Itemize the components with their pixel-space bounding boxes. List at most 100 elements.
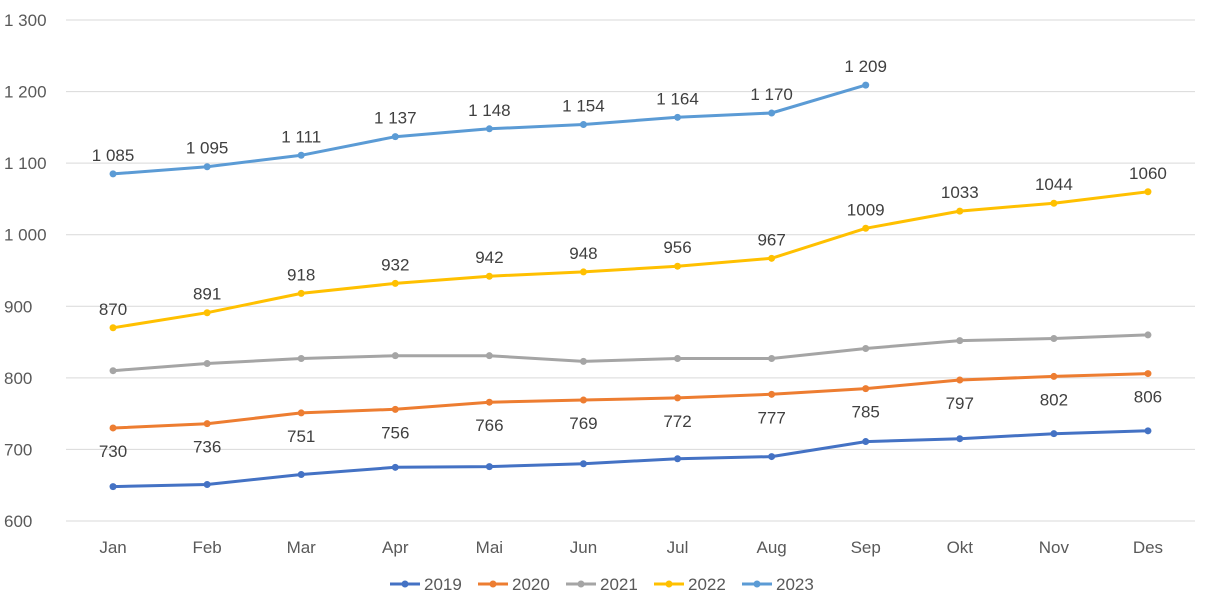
series-line bbox=[111, 190, 1150, 330]
data-point bbox=[674, 394, 682, 402]
data-point bbox=[674, 262, 682, 270]
data-label: 1 137 bbox=[374, 109, 417, 128]
data-point bbox=[203, 309, 211, 317]
x-tick-label: Mai bbox=[476, 538, 503, 557]
data-point bbox=[1144, 427, 1152, 435]
data-label: 736 bbox=[193, 438, 221, 457]
data-point bbox=[862, 224, 870, 232]
gridlines bbox=[66, 19, 1195, 522]
legend-swatch-marker bbox=[665, 580, 673, 588]
data-point bbox=[485, 398, 493, 406]
data-point bbox=[1144, 331, 1152, 339]
data-point bbox=[485, 352, 493, 360]
data-point bbox=[203, 420, 211, 428]
series-2022 bbox=[109, 188, 1152, 332]
x-tick-label: Mar bbox=[287, 538, 317, 557]
x-tick-label: Des bbox=[1133, 538, 1163, 557]
data-point bbox=[768, 109, 776, 117]
y-tick-label: 900 bbox=[4, 297, 32, 316]
y-tick-label: 1 300 bbox=[4, 11, 47, 30]
data-label: 1 209 bbox=[844, 57, 887, 76]
data-point bbox=[579, 268, 587, 276]
legend-swatch-marker bbox=[753, 580, 761, 588]
data-point bbox=[297, 151, 305, 159]
data-point bbox=[109, 170, 117, 178]
data-label: 1 164 bbox=[656, 89, 699, 108]
data-point bbox=[297, 289, 305, 297]
legend-label: 2022 bbox=[688, 575, 726, 594]
data-point bbox=[297, 355, 305, 363]
x-tick-label: Feb bbox=[192, 538, 221, 557]
data-label: 785 bbox=[852, 403, 880, 422]
data-point bbox=[579, 120, 587, 128]
data-label: 772 bbox=[663, 412, 691, 431]
y-tick-label: 700 bbox=[4, 440, 32, 459]
data-point bbox=[768, 390, 776, 398]
data-label: 1 095 bbox=[186, 139, 229, 158]
data-label: 769 bbox=[569, 414, 597, 433]
series-lines bbox=[109, 81, 1152, 491]
data-point bbox=[579, 460, 587, 468]
series-line bbox=[111, 372, 1150, 430]
data-point bbox=[862, 345, 870, 353]
data-label: 1 111 bbox=[281, 127, 321, 146]
data-label: 942 bbox=[475, 248, 503, 267]
x-tick-label: Apr bbox=[382, 538, 409, 557]
data-point bbox=[109, 424, 117, 432]
data-point bbox=[768, 254, 776, 262]
data-point bbox=[1050, 430, 1058, 438]
data-label: 967 bbox=[757, 230, 785, 249]
data-label: 730 bbox=[99, 442, 127, 461]
x-tick-label: Jul bbox=[667, 538, 689, 557]
data-label: 918 bbox=[287, 265, 315, 284]
series-line bbox=[111, 429, 1150, 489]
data-point bbox=[768, 355, 776, 363]
series-2021 bbox=[109, 331, 1152, 375]
legend-label: 2019 bbox=[424, 575, 462, 594]
data-label: 756 bbox=[381, 423, 409, 442]
data-label: 932 bbox=[381, 255, 409, 274]
x-tick-label: Aug bbox=[757, 538, 787, 557]
data-label: 1 154 bbox=[562, 96, 605, 115]
data-point bbox=[203, 360, 211, 368]
legend-item-2022: 2022 bbox=[654, 575, 726, 594]
x-tick-label: Okt bbox=[947, 538, 974, 557]
legend: 2019 2020 2021 2022 2023 bbox=[390, 575, 814, 594]
data-point bbox=[109, 324, 117, 332]
data-label: 956 bbox=[663, 238, 691, 257]
data-point bbox=[203, 480, 211, 488]
legend-label: 2021 bbox=[600, 575, 638, 594]
data-point bbox=[768, 453, 776, 461]
data-label: 1 170 bbox=[750, 85, 793, 104]
legend-label: 2023 bbox=[776, 575, 814, 594]
data-point bbox=[862, 81, 870, 89]
data-point bbox=[674, 355, 682, 363]
y-tick-label: 600 bbox=[4, 512, 32, 531]
data-point bbox=[862, 438, 870, 446]
x-axis-ticks: Jan Feb Mar Apr Mai Jun Jul Aug Sep Okt Nov Des bbox=[99, 538, 1163, 557]
data-label: 1033 bbox=[941, 183, 979, 202]
data-point bbox=[391, 352, 399, 360]
data-point bbox=[485, 463, 493, 471]
series-2020 bbox=[109, 370, 1152, 432]
data-label: 802 bbox=[1040, 390, 1068, 409]
data-label: 751 bbox=[287, 427, 315, 446]
data-point bbox=[1144, 370, 1152, 378]
data-point bbox=[203, 163, 211, 171]
legend-item-2019: 2019 bbox=[390, 575, 462, 594]
data-point bbox=[956, 207, 964, 215]
legend-item-2021: 2021 bbox=[566, 575, 638, 594]
x-tick-label: Nov bbox=[1039, 538, 1070, 557]
legend-swatch-marker bbox=[489, 580, 497, 588]
y-tick-label: 1 200 bbox=[4, 83, 47, 102]
data-point bbox=[109, 483, 117, 491]
y-tick-label: 800 bbox=[4, 369, 32, 388]
data-label: 1044 bbox=[1035, 175, 1073, 194]
legend-item-2020: 2020 bbox=[478, 575, 550, 594]
legend-swatch-marker bbox=[577, 580, 585, 588]
data-label: 766 bbox=[475, 416, 503, 435]
data-labels: 730 736 751 756 766 769 772 777 785 797 802 806 870 8… bbox=[92, 57, 1167, 461]
data-label: 870 bbox=[99, 300, 127, 319]
